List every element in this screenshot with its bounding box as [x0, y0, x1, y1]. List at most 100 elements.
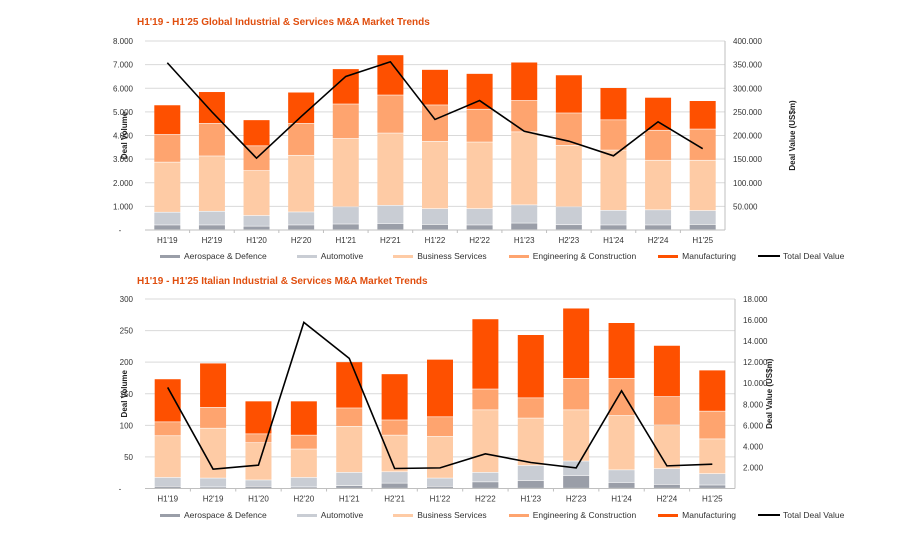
y2-tick-label: 300.000: [733, 84, 762, 93]
legend-label: Total Deal Value: [783, 251, 845, 261]
bar-manufacturing: [427, 359, 453, 417]
bar-aerospace: [653, 484, 680, 488]
y-tick-label: 7.000: [113, 61, 134, 70]
x-tick-label: H2'20: [291, 236, 312, 245]
bar-automotive: [422, 208, 448, 225]
legend-swatch-total: [758, 255, 781, 257]
y2-tick-label: 12.000: [743, 358, 768, 367]
y-tick-label: 300: [120, 295, 134, 304]
legend-label: Aerospace & Defence: [184, 251, 267, 261]
x-tick-label: H1'21: [335, 236, 356, 245]
x-tick-label: H1'21: [339, 495, 360, 504]
y-tick-label: 4.000: [113, 132, 134, 141]
x-tick-label: H2'19: [203, 495, 224, 504]
x-tick-label: H2'24: [657, 495, 678, 504]
bar-automotive: [377, 205, 404, 224]
y2-tick-label: 400.000: [733, 37, 762, 46]
bar-automotive: [653, 468, 680, 485]
legend-item-automotive: Automotive: [296, 510, 364, 520]
bar-business: [154, 436, 181, 478]
legend-swatch-automotive: [296, 254, 317, 258]
y2-tick-label: 350.000: [733, 61, 762, 70]
y-tick-label: 250: [120, 327, 134, 336]
y-tick-label: 200: [120, 358, 134, 367]
y-tick-label: 6.000: [113, 84, 134, 93]
bar-aerospace: [288, 225, 315, 230]
bar-manufacturing: [198, 92, 225, 124]
legend-item-engineering: Engineering & Construction: [508, 251, 637, 261]
y-tick-label: 5.000: [113, 108, 134, 117]
bar-engineering: [288, 123, 315, 155]
bar-engineering: [422, 105, 448, 142]
x-tick-label: H2'23: [566, 495, 587, 504]
bar-engineering: [563, 378, 590, 410]
bar-business: [377, 133, 404, 206]
bar-aerospace: [154, 486, 181, 488]
legend-item-aerospace: Aerospace & Defence: [160, 251, 267, 261]
x-tick-label: H1'23: [514, 236, 535, 245]
x-tick-label: H1'22: [425, 236, 446, 245]
legend-label: Automotive: [320, 251, 364, 261]
bar-manufacturing: [555, 75, 582, 113]
y2-axis-title: Deal Value (US$m): [765, 358, 774, 429]
bar-automotive: [154, 212, 181, 225]
bar-manufacturing: [472, 319, 499, 389]
line-total-deal-value: [166, 60, 704, 160]
bar-manufacturing: [381, 374, 408, 420]
y-tick-label: 3.000: [113, 155, 134, 164]
x-tick-label: H1'25: [692, 236, 713, 245]
bar-business: [245, 443, 272, 480]
bar-engineering: [472, 389, 499, 410]
legend-item-business: Business Services: [393, 510, 487, 520]
bar-automotive: [699, 473, 726, 485]
bar-manufacturing: [517, 335, 544, 398]
y-tick-label: 50: [124, 453, 133, 462]
legend-swatch-engineering: [508, 513, 529, 517]
bar-manufacturing: [645, 97, 672, 130]
bar-manufacturing: [336, 362, 363, 408]
bar-aerospace: [466, 225, 493, 230]
legend-label: Engineering & Construction: [532, 251, 637, 261]
legend-label: Aerospace & Defence: [184, 510, 267, 520]
legend-swatch-manufacturing: [658, 513, 679, 517]
bar-automotive: [288, 212, 315, 225]
legend-label: Automotive: [320, 510, 364, 520]
bar-automotive: [517, 465, 544, 481]
bar-aerospace: [511, 223, 538, 230]
bar-engineering: [517, 398, 544, 418]
legend-item-manufacturing: Manufacturing: [658, 510, 736, 520]
bar-aerospace: [472, 482, 499, 488]
bar-engineering: [511, 100, 538, 132]
bar-automotive: [645, 210, 672, 225]
x-tick-label: H1'22: [430, 495, 451, 504]
bar-automotive: [608, 470, 635, 483]
y2-tick-label: 200.000: [733, 132, 762, 141]
bar-business: [517, 418, 544, 466]
bar-manufacturing: [608, 323, 635, 378]
bar-business: [422, 141, 448, 209]
bar-automotive: [198, 211, 225, 225]
bar-engineering: [290, 435, 317, 449]
y-tick-label: 100: [120, 421, 134, 430]
legend-swatch-total: [758, 514, 781, 516]
bar-manufacturing: [653, 345, 680, 397]
bar-aerospace: [198, 225, 225, 230]
bar-engineering: [653, 396, 680, 425]
bar-manufacturing: [154, 105, 181, 135]
x-tick-label: H1'24: [603, 236, 624, 245]
bar-business: [600, 150, 627, 211]
bar-engineering: [198, 123, 225, 156]
y2-tick-label: 6.000: [743, 421, 764, 430]
y-axis-title: Deal Volume: [120, 369, 129, 417]
legend-item-total: Total Deal Value: [758, 510, 844, 520]
y2-tick-label: 10.000: [743, 379, 768, 388]
legend-swatch-automotive: [296, 513, 317, 517]
bar-automotive: [511, 205, 538, 223]
legend-swatch-business: [393, 513, 414, 517]
y2-tick-label: 150.000: [733, 155, 762, 164]
bar-aerospace: [381, 483, 408, 488]
legend-swatch-manufacturing: [658, 254, 679, 258]
y2-tick-label: 14.000: [743, 337, 768, 346]
bar-automotive: [336, 472, 363, 486]
bar-aerospace: [243, 226, 270, 230]
